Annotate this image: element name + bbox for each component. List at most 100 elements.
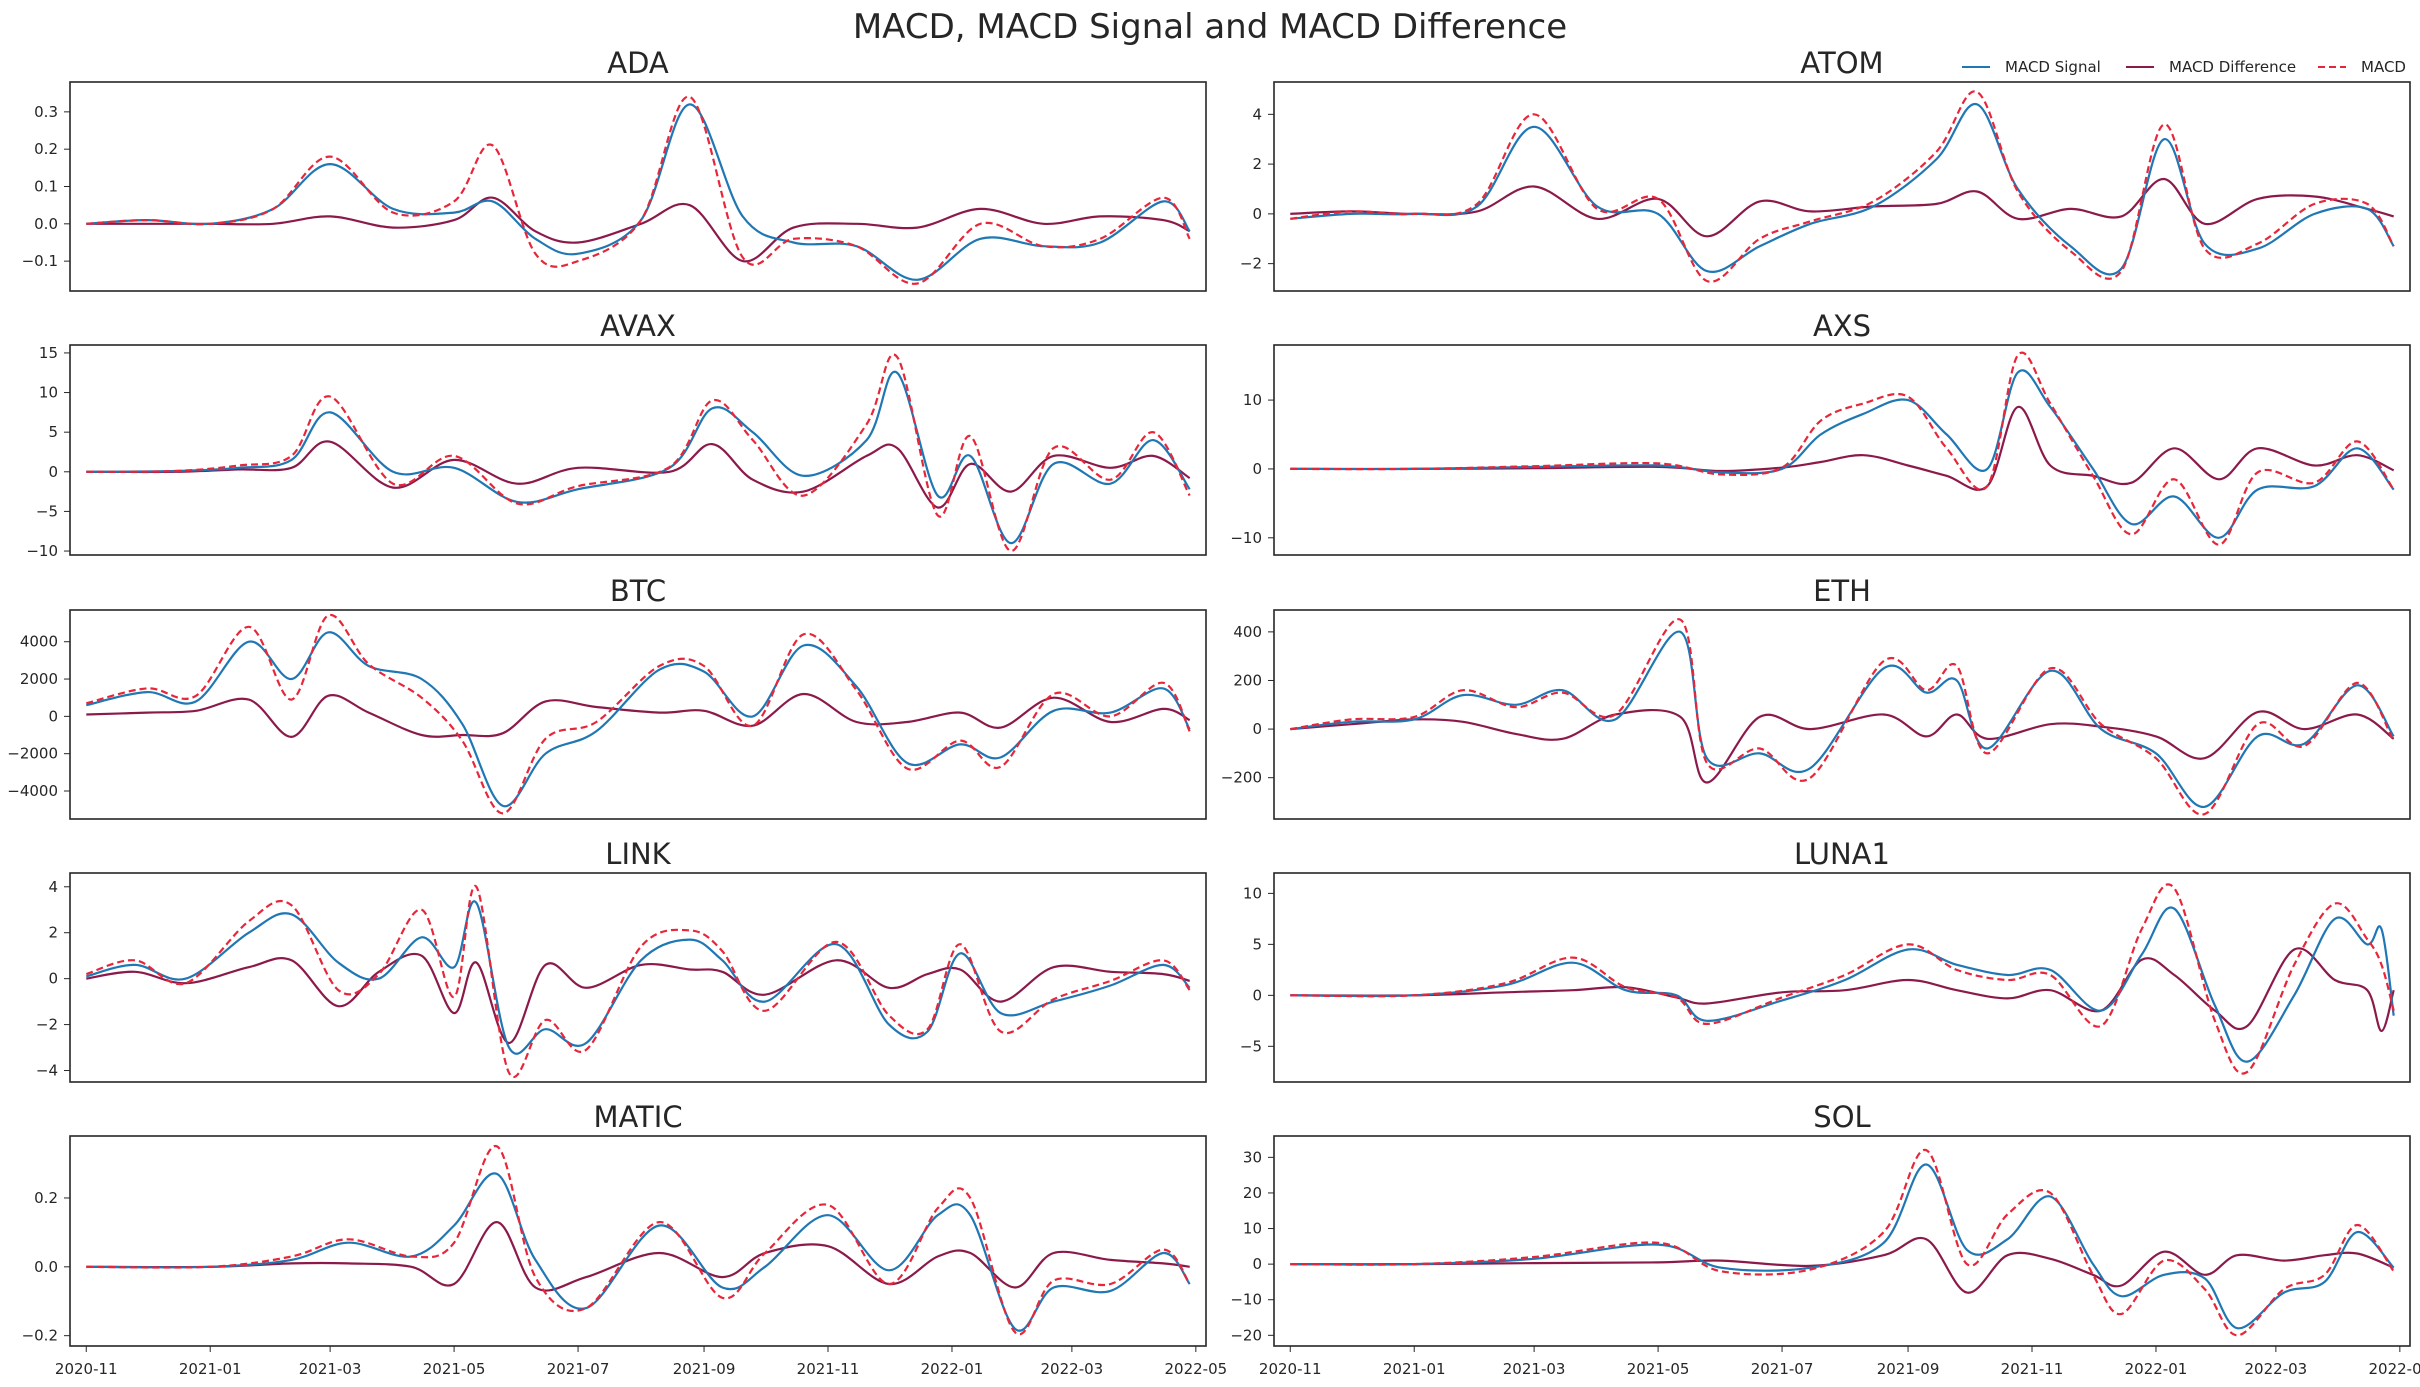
series-line-macd-axs <box>1290 351 2395 546</box>
series-line-signal-eth <box>1290 630 2395 808</box>
legend: MACD Signal MACD Difference MACD <box>1962 58 2406 76</box>
series-group-avax <box>86 353 1191 553</box>
panel-ada: ADA −0.1 0.0 0.1 0.2 0.3 <box>22 46 1207 292</box>
legend-label-signal: MACD Signal <box>2005 58 2101 76</box>
x-tick-label: 2022-03 <box>1041 1360 1104 1378</box>
legend-entry-macd: MACD <box>2318 58 2406 76</box>
figure-suptitle: MACD, MACD Signal and MACD Difference <box>853 7 1567 47</box>
panel-btc: BTC −4000 −2000 0 2000 4000 <box>7 574 1207 820</box>
y-tick-label: 0 <box>48 970 58 988</box>
plot-frame-axs <box>1273 344 2411 556</box>
y-tick-label: 400 <box>1233 623 1262 641</box>
series-group-ada <box>86 95 1191 285</box>
x-tick-label: 2021-03 <box>1503 1360 1566 1378</box>
series-line-signal-link <box>86 900 1191 1055</box>
y-tick-label: 0 <box>1252 460 1262 478</box>
y-tick-label: −0.2 <box>22 1327 58 1345</box>
x-tick-label: 2022-05 <box>2368 1360 2420 1378</box>
series-group-atom <box>1290 90 2395 283</box>
series-line-diff-btc <box>86 692 1191 739</box>
y-tick-label: −0.1 <box>22 252 58 270</box>
series-line-macd-luna1 <box>1290 883 2395 1075</box>
series-line-macd-link <box>85 884 1191 1078</box>
series-line-diff-link <box>86 952 1190 1045</box>
y-tick-label: 10 <box>1243 1220 1262 1238</box>
x-tick-label: 2021-03 <box>299 1360 362 1378</box>
y-tick-label: 0.1 <box>34 178 58 196</box>
series-line-macd-btc <box>86 614 1191 815</box>
y-tick-label: −10 <box>26 542 58 560</box>
x-tick-label: 2021-07 <box>547 1360 610 1378</box>
y-tick-label: 0 <box>48 707 58 725</box>
series-group-axs <box>1290 351 2395 546</box>
panel-title-btc: BTC <box>610 574 666 608</box>
panel-axs: AXS −10 0 10 <box>1230 309 2411 556</box>
y-tick-label: 0.3 <box>34 103 58 121</box>
panel-title-ada: ADA <box>607 46 669 80</box>
series-group-link <box>85 884 1191 1078</box>
y-tick-label: −2 <box>36 1016 58 1034</box>
y-tick-label: −2 <box>1240 255 1262 273</box>
y-tick-label: 15 <box>39 344 58 362</box>
y-tick-label: 0 <box>1252 205 1262 223</box>
y-tick-label: −2000 <box>7 745 58 763</box>
y-tick-label: 20 <box>1243 1184 1262 1202</box>
series-line-signal-axs <box>1290 369 2395 539</box>
legend-entry-signal: MACD Signal <box>1962 58 2101 76</box>
plot-frame-ada <box>69 81 1207 292</box>
series-line-macd-avax <box>86 353 1191 553</box>
series-line-signal-matic <box>86 1172 1191 1332</box>
plot-frame-atom <box>1273 81 2411 292</box>
y-tick-label: 10 <box>1243 391 1262 409</box>
y-tick-label: 0.2 <box>34 140 58 158</box>
x-tick-label: 2021-01 <box>1383 1360 1446 1378</box>
panel-eth: ETH −200 0 200 400 <box>1221 574 2411 820</box>
plot-frame-btc <box>69 609 1207 820</box>
series-group-btc <box>86 614 1191 815</box>
y-tick-label: 0 <box>1252 986 1262 1004</box>
plot-frame-luna1 <box>1273 872 2411 1083</box>
x-tick-label: 2021-09 <box>673 1360 736 1378</box>
panel-title-luna1: LUNA1 <box>1794 837 1890 871</box>
y-tick-label: −4000 <box>7 782 58 800</box>
y-tick-label: 5 <box>48 423 58 441</box>
series-group-matic <box>86 1145 1191 1336</box>
series-line-macd-sol <box>1290 1149 2395 1337</box>
legend-label-macd: MACD <box>2361 58 2406 76</box>
series-line-signal-sol <box>1290 1163 2395 1330</box>
y-tick-label: 10 <box>1243 884 1262 902</box>
panel-title-link: LINK <box>605 837 671 871</box>
series-line-diff-sol <box>1290 1236 2395 1294</box>
panel-avax: AVAX −10 −5 0 5 10 15 <box>26 309 1207 560</box>
panel-title-sol: SOL <box>1813 1100 1870 1134</box>
panel-link: LINK −4 −2 0 2 4 <box>36 837 1207 1083</box>
x-tick-label: 2021-11 <box>797 1360 860 1378</box>
series-group-sol <box>1290 1149 2395 1337</box>
series-line-signal-luna1 <box>1290 906 2395 1063</box>
panel-title-axs: AXS <box>1813 309 1871 343</box>
series-line-diff-atom <box>1290 177 2395 238</box>
legend-label-diff: MACD Difference <box>2169 58 2296 76</box>
chart-panels: ADA−0.10.00.10.20.3ATOM−2024AVAX−10−5051… <box>7 46 2420 1378</box>
y-tick-label: 4 <box>1252 105 1262 123</box>
plot-frame-sol <box>1273 1135 2411 1347</box>
series-line-diff-eth <box>1290 708 2395 784</box>
series-line-diff-axs <box>1290 405 2395 491</box>
y-tick-label: 2000 <box>20 670 58 688</box>
panel-title-matic: MATIC <box>593 1100 682 1134</box>
series-line-signal-btc <box>86 631 1191 808</box>
panel-sol: SOL −20 −10 0 10 20 30 2020-11 2021-01 2021-03 202… <box>1230 1100 2420 1378</box>
series-line-signal-ada <box>86 103 1191 281</box>
y-tick-label: −10 <box>1230 1291 1262 1309</box>
x-tick-label: 2022-01 <box>921 1360 984 1378</box>
x-tick-label: 2021-09 <box>1877 1360 1940 1378</box>
y-tick-label: 2 <box>48 924 58 942</box>
series-line-macd-ada <box>86 95 1191 285</box>
y-tick-label: 200 <box>1233 671 1262 689</box>
x-tick-label: 2021-05 <box>423 1360 486 1378</box>
x-tick-label: 2021-01 <box>179 1360 242 1378</box>
y-tick-label: −20 <box>1230 1326 1262 1344</box>
x-tick-label: 2022-05 <box>1164 1360 1227 1378</box>
y-tick-label: 0 <box>1252 1255 1262 1273</box>
